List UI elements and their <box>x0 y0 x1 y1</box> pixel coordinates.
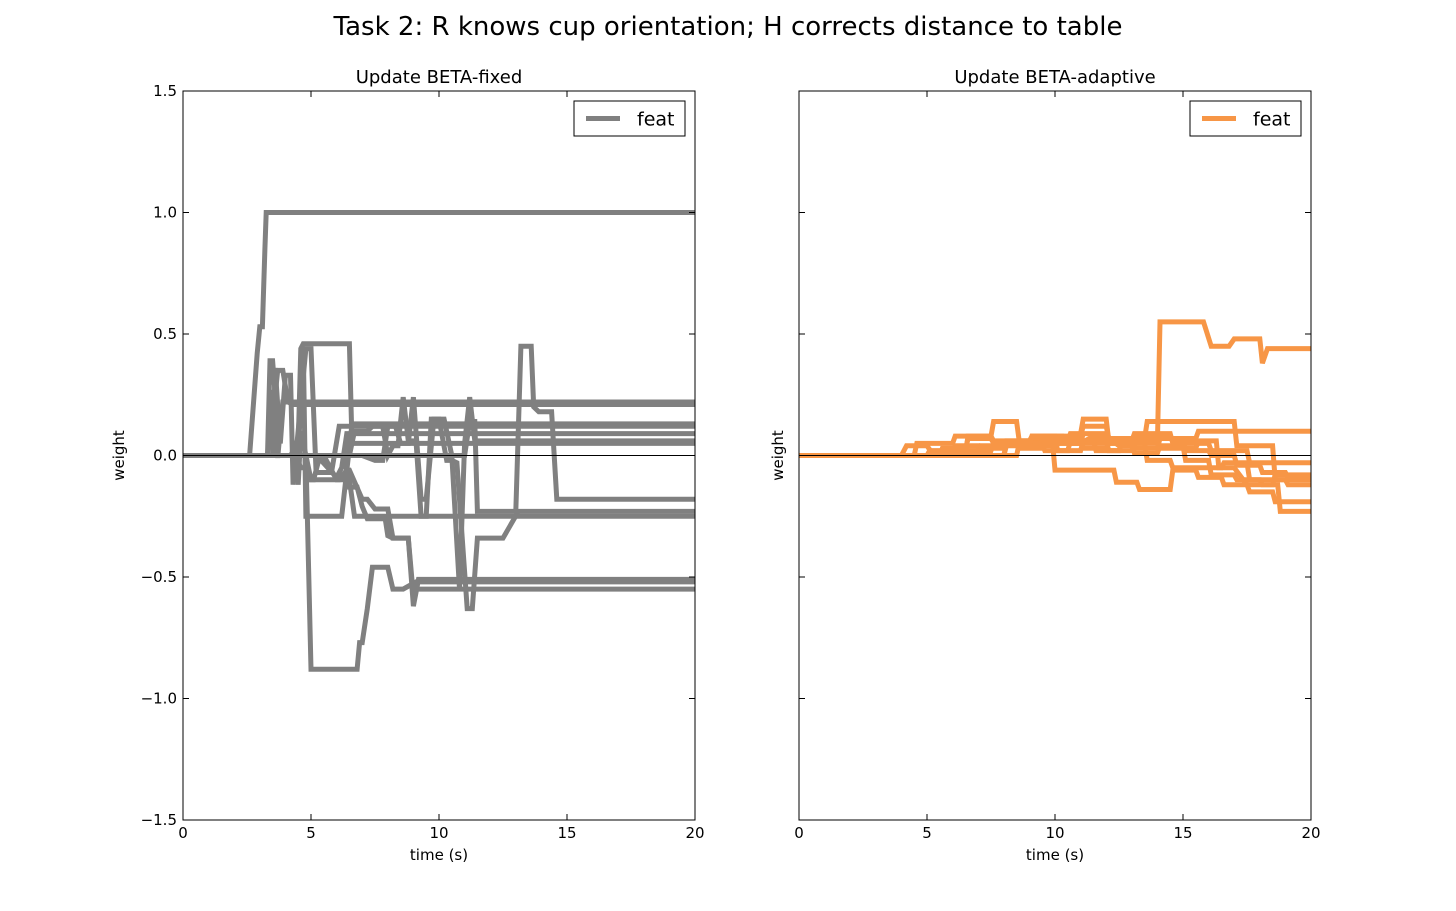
panel-title: Update BETA-fixed <box>356 67 523 88</box>
series-line-1 <box>183 210 695 458</box>
x-tick-label: 10 <box>1045 824 1064 842</box>
y-axis-label: weight <box>110 430 128 481</box>
series-line-14 <box>183 343 695 514</box>
y-tick-label: −1.0 <box>141 690 177 708</box>
x-tick-label: 20 <box>685 824 704 842</box>
series-line-10 <box>183 453 695 598</box>
legend-label: feat <box>637 109 674 131</box>
y-tick-label: −0.5 <box>141 568 177 586</box>
x-tick-label: 5 <box>922 824 932 842</box>
y-tick-label: 1.0 <box>153 204 177 222</box>
x-axis-label: time (s) <box>1026 846 1084 864</box>
legend-box <box>1189 100 1302 137</box>
y-tick-label: 1.5 <box>153 82 177 100</box>
figure-title: Task 2: R knows cup orientation; H corre… <box>333 12 1123 42</box>
plot-panel-1: Update BETA-fixed 0 5 10 15 20 1.5 1.0 0.5 0.0 −0.… <box>110 67 705 864</box>
y-tick-label: −1.5 <box>141 811 177 829</box>
x-tick-label: 0 <box>794 824 804 842</box>
y-tick-label: 0.0 <box>153 447 177 465</box>
series-line-12 <box>183 396 695 612</box>
x-tick-label: 0 <box>178 824 188 842</box>
series-line-8 <box>183 348 695 519</box>
series-group <box>799 319 1311 514</box>
x-tick-label: 10 <box>429 824 448 842</box>
y-tick-label: 0.5 <box>153 325 177 343</box>
x-tick-label: 15 <box>1173 824 1192 842</box>
legend: feat <box>1189 100 1302 137</box>
series-line-6 <box>183 341 695 458</box>
series-group <box>183 210 695 672</box>
x-axis-label: time (s) <box>410 846 468 864</box>
y-axis-label: weight <box>769 430 787 481</box>
x-tick-label: 20 <box>1301 824 1320 842</box>
x-tick-label: 5 <box>306 824 316 842</box>
series-line-9 <box>183 453 695 672</box>
plot-panel-2: Update BETA-adaptive 0 5 10 15 20 time (s) weig… <box>769 67 1321 864</box>
series-line-9 <box>799 431 1311 480</box>
x-tick-label: 15 <box>557 824 576 842</box>
legend: feat <box>573 100 686 137</box>
panel-title: Update BETA-adaptive <box>954 67 1155 88</box>
legend-label: feat <box>1253 109 1290 131</box>
series-line-11 <box>183 453 695 607</box>
series-line-7 <box>183 453 695 519</box>
